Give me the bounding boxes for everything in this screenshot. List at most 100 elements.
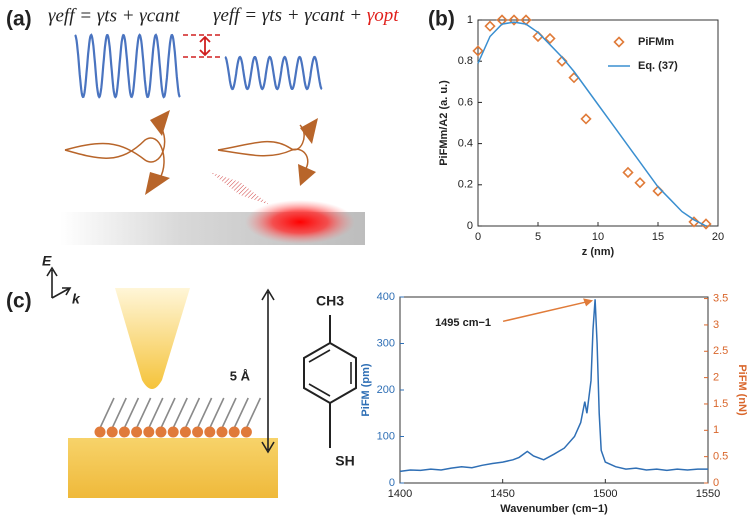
arrow-head [583,298,594,307]
data-line [477,21,707,227]
x-tick-label: 0 [475,231,481,243]
light-beam [210,172,270,205]
cantilever [64,117,166,163]
label: E [42,253,52,269]
y2-tick-label: 1 [713,424,719,436]
y2-tick-label: 1.5 [713,398,728,410]
x-tick-label: 15 [652,231,664,243]
x-axis-label: Wavenumber (cm−1) [500,503,608,515]
axes-arrows [46,266,72,299]
y2-tick-label: 0.5 [713,451,728,463]
data-point [622,166,634,179]
y2-tick-label: 0 [713,477,719,489]
benzene-ring [303,341,357,405]
arrow [199,35,211,57]
molecule-chain [221,397,237,429]
annotation: 1495 cm−1 [435,317,491,329]
sulfur-atom [216,426,228,438]
molecule-chain [196,397,213,429]
molecule-chain [184,397,201,429]
oscillation [74,33,181,99]
molecule-chain [233,397,249,429]
sulfur-atom [204,426,216,438]
x-tick-label: 10 [592,231,604,243]
sulfur-atom [179,426,191,438]
sulfur-atom [118,426,130,438]
annotation-arrow [502,300,590,323]
x-tick-label: 1500 [593,488,617,500]
y2-tick-label: 3 [713,319,719,331]
equation-part: γeff = γts + γcant + [213,5,367,26]
oscillation [224,55,323,91]
y2-tick-label: 2 [713,372,719,384]
data-point [634,177,646,189]
tip [300,118,318,144]
molecule-chain [148,397,164,429]
molecule-chain [99,397,115,429]
data-point [700,218,712,230]
double-bonds [308,349,352,397]
molecule-chain [172,397,188,429]
y-tick-label: 1 [467,14,473,26]
molecule-chain [209,397,225,429]
sulfur-atom [240,426,252,438]
chemical-group: SH [335,453,354,469]
data-point [484,20,496,32]
legend-label: Eq. (37) [638,60,678,72]
sulfur-atom [106,426,118,438]
equation-part: γopt [367,5,399,26]
chemical-group: CH3 [316,293,344,309]
substrate [68,438,278,498]
molecule-chain [135,397,152,429]
y2-tick-label: 3.5 [713,292,728,304]
panel-label: (a) [6,8,32,31]
panel-label: (b) [428,8,455,31]
optical-hotspot [245,200,355,244]
probe-tip [115,288,190,389]
y-tick-label: 0 [467,220,473,232]
sulfur-atom [228,426,240,438]
y2-tick-label: 2.5 [713,345,728,357]
y2-axis-label: PiFM (nN) [736,364,748,416]
cantilever [217,124,305,151]
cantilever [64,137,165,179]
y-tick-label: 0.6 [458,96,473,108]
y-tick-label: 0.4 [458,138,473,150]
y-tick-label: 0 [389,477,395,489]
x-tick-label: 5 [535,231,541,243]
sulfur-atom [167,426,179,438]
y-tick-label: 400 [377,291,395,303]
label: k [72,291,81,307]
data-point [568,72,580,84]
x-tick-label: 20 [712,231,724,243]
y-axis-label: PiFM (pm) [360,363,372,416]
data-point [580,113,592,125]
panel-label: (c) [6,290,32,313]
molecule-chain [245,397,262,429]
y-tick-label: 200 [377,384,395,396]
data-line [399,299,708,473]
length-label: 5 Å [230,368,251,383]
molecule-chain [111,397,127,429]
length-arrow [261,288,275,454]
molecule-chain [123,397,140,429]
x-tick-label: 1550 [696,488,720,500]
y-axis-label: PiFMm/A2 (a. u.) [438,80,450,166]
x-axis-label: z (nm) [582,246,615,258]
tip [150,110,170,136]
x-tick-label: 1400 [388,488,412,500]
cantilever [217,148,309,171]
legend-swatch [613,36,625,48]
plot-frame [477,19,719,227]
chart: 1400 1450 1500 1550010020030040000.511.522.… [360,291,748,515]
tip [145,172,170,195]
sulfur-atom [131,426,143,438]
molecule-chain [160,397,176,429]
data-point [544,32,556,45]
monolayer [94,397,262,438]
sulfur-atom [192,426,204,438]
y-tick-label: 0.2 [458,179,473,191]
data-point [688,216,700,228]
equation: γeff = γts + γcant [48,5,180,26]
